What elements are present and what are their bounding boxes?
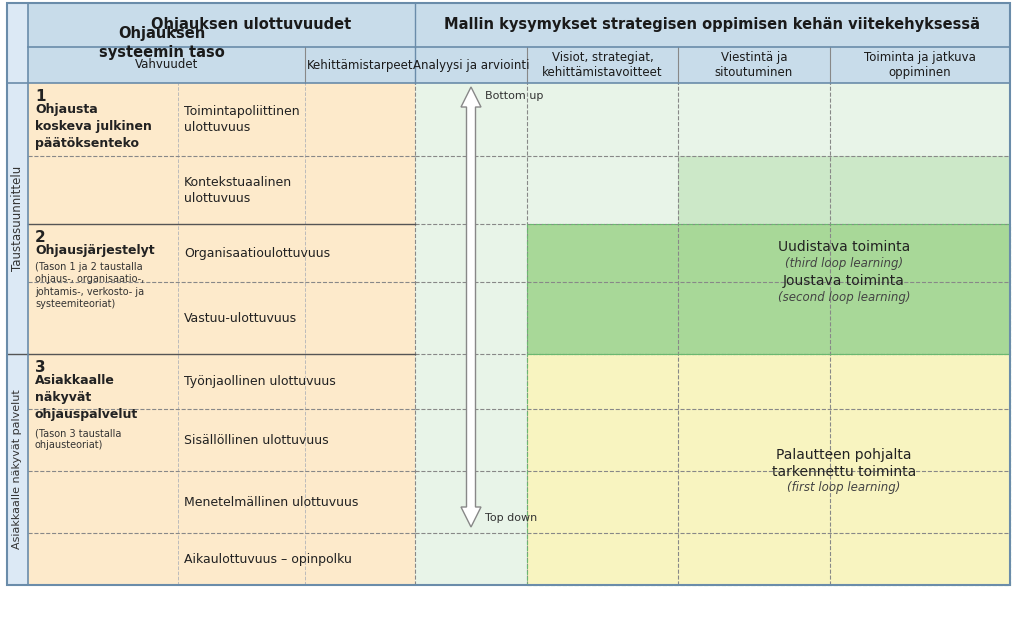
Text: Uudistava toiminta: Uudistava toiminta xyxy=(777,240,909,254)
Text: Top down: Top down xyxy=(484,513,537,523)
Text: Työnjaollinen ulottuvuus: Työnjaollinen ulottuvuus xyxy=(183,375,335,388)
Text: Asiakkaalle
näkyvät
ohjauspalvelut: Asiakkaalle näkyvät ohjauspalvelut xyxy=(35,374,139,421)
Bar xyxy=(28,47,1009,83)
Text: Ohjausjärjestelyt: Ohjausjärjestelyt xyxy=(35,244,155,257)
Bar xyxy=(527,224,1009,354)
Text: Sisällöllinen ulottuvuus: Sisällöllinen ulottuvuus xyxy=(183,433,328,446)
Text: Visiot, strategiat,
kehittämistavoitteet: Visiot, strategiat, kehittämistavoitteet xyxy=(542,51,662,79)
Text: (first loop learning): (first loop learning) xyxy=(787,481,900,494)
Bar xyxy=(28,83,415,585)
Bar xyxy=(527,354,1009,585)
Text: Menetelmällinen ulottuvuus: Menetelmällinen ulottuvuus xyxy=(183,495,358,508)
Text: Asiakkaalle näkyvät palvelut: Asiakkaalle näkyvät palvelut xyxy=(12,389,22,549)
Text: Organisaatioulottuvuus: Organisaatioulottuvuus xyxy=(183,247,330,260)
Text: Toiminta ja jatkuva
oppiminen: Toiminta ja jatkuva oppiminen xyxy=(863,51,975,79)
Text: 1: 1 xyxy=(35,89,46,104)
Text: (Tason 1 ja 2 taustalla
ohjaus-, organisaatio-,
johtamis-, verkosto- ja
systeemi: (Tason 1 ja 2 taustalla ohjaus-, organis… xyxy=(35,262,144,309)
Text: Vahvuudet: Vahvuudet xyxy=(135,58,198,71)
Text: Ohjausta
koskeva julkinen
päätöksenteko: Ohjausta koskeva julkinen päätöksenteko xyxy=(35,103,152,150)
Text: Toimintapoliittinen
ulottuvuus: Toimintapoliittinen ulottuvuus xyxy=(183,105,300,134)
Text: Analyysi ja arviointi: Analyysi ja arviointi xyxy=(413,58,529,71)
Text: Viestintä ja
sitoutuminen: Viestintä ja sitoutuminen xyxy=(714,51,793,79)
Text: Ohjauksen ulottuvuudet: Ohjauksen ulottuvuudet xyxy=(151,17,352,32)
Bar xyxy=(7,3,28,585)
Text: Kehittämistarpeet: Kehittämistarpeet xyxy=(307,58,413,71)
Text: (third loop learning): (third loop learning) xyxy=(785,257,902,270)
Text: Bottom up: Bottom up xyxy=(484,91,543,101)
Text: 3: 3 xyxy=(35,360,46,375)
Text: Kontekstuaalinen
ulottuvuus: Kontekstuaalinen ulottuvuus xyxy=(183,175,291,205)
Text: 2: 2 xyxy=(35,230,46,245)
Bar xyxy=(28,3,1009,47)
Bar xyxy=(678,156,1009,354)
Text: Taustasuunnittelu: Taustasuunnittelu xyxy=(11,166,24,271)
Text: Vastuu-ulottuvuus: Vastuu-ulottuvuus xyxy=(183,311,297,324)
Text: (second loop learning): (second loop learning) xyxy=(777,291,909,304)
Bar xyxy=(527,224,1009,354)
Bar xyxy=(527,354,1009,585)
Bar xyxy=(415,83,1009,585)
Text: Aikaulottuvuus – opinpolku: Aikaulottuvuus – opinpolku xyxy=(183,552,352,565)
Text: Ohjauksen
systeemin taso: Ohjauksen systeemin taso xyxy=(99,25,224,60)
Text: (Tason 3 taustalla
ohjausteoriat): (Tason 3 taustalla ohjausteoriat) xyxy=(35,428,121,450)
Text: tarkennettu toiminta: tarkennettu toiminta xyxy=(771,464,915,479)
Polygon shape xyxy=(461,87,481,527)
Text: Palautteen pohjalta: Palautteen pohjalta xyxy=(775,448,911,463)
Text: Mallin kysymykset strategisen oppimisen kehän viitekehyksessä: Mallin kysymykset strategisen oppimisen … xyxy=(444,17,979,32)
Text: Joustava toiminta: Joustava toiminta xyxy=(783,274,904,288)
